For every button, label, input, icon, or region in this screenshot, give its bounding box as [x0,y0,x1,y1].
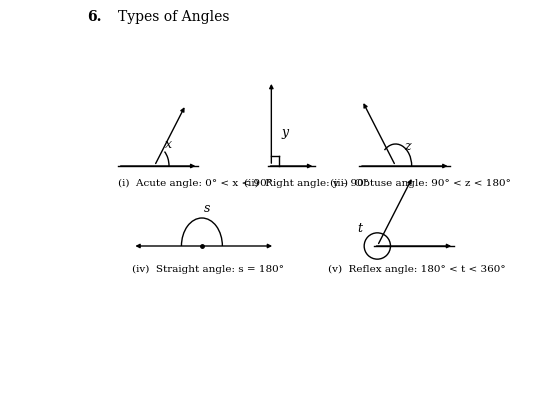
Text: s: s [204,201,211,215]
Text: (ii)  Right angle: y – 90°: (ii) Right angle: y – 90° [244,178,368,188]
Text: z: z [404,140,411,153]
Text: (v)  Reflex angle: 180° < t < 360°: (v) Reflex angle: 180° < t < 360° [328,264,505,273]
Text: t: t [357,221,362,235]
Text: y: y [282,126,289,139]
Text: (iii)  Obtuse angle: 90° < z < 180°: (iii) Obtuse angle: 90° < z < 180° [330,178,511,188]
Text: (i)  Acute angle: 0° < x < 90°: (i) Acute angle: 0° < x < 90° [118,178,272,188]
Text: Types of Angles: Types of Angles [118,10,229,24]
Text: x: x [164,138,172,151]
Text: 6.: 6. [87,10,102,24]
Text: (iv)  Straight angle: s = 180°: (iv) Straight angle: s = 180° [133,264,284,273]
